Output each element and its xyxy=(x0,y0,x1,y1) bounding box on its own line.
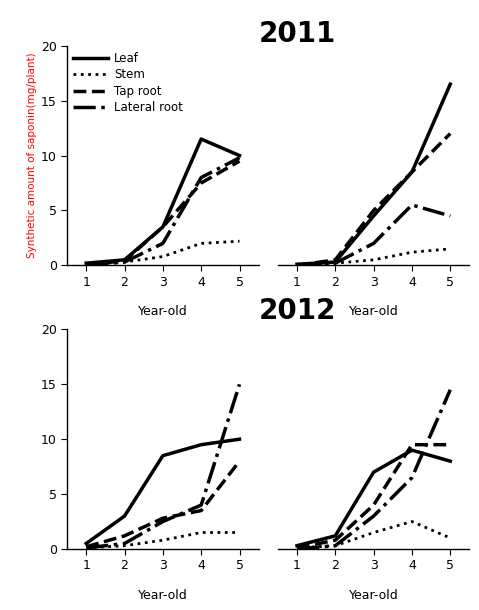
Text: Year-old: Year-old xyxy=(138,305,188,318)
Text: Year-old: Year-old xyxy=(349,305,399,318)
Text: 2012: 2012 xyxy=(258,297,336,325)
Legend: Leaf, Stem, Tap root, Lateral root: Leaf, Stem, Tap root, Lateral root xyxy=(73,52,183,114)
Text: 2011: 2011 xyxy=(258,20,336,48)
Text: Year-old: Year-old xyxy=(138,589,188,601)
Text: Upland: Upland xyxy=(352,331,396,344)
Text: Year-old: Year-old xyxy=(349,589,399,601)
Text: Paddy: Paddy xyxy=(144,331,182,344)
Y-axis label: Synthetic amount of saponin(mg/plant): Synthetic amount of saponin(mg/plant) xyxy=(27,52,36,259)
